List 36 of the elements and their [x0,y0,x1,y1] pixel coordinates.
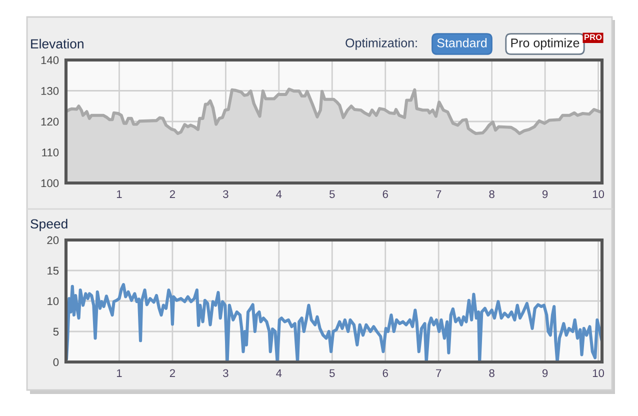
x-tick-label: 7 [436,369,442,377]
x-tick-label: 6 [382,369,388,378]
x-tick-label: 6 [382,190,388,198]
x-tick-label: 1 [116,369,122,377]
x-tick-label: 9 [542,369,548,378]
y-tick-label: 110 [42,148,59,156]
x-tick-label: 5 [329,369,335,378]
y-tick-label: 130 [41,87,59,95]
y-tick-label: 20 [47,236,59,244]
y-tick-label: 120 [41,118,59,126]
text: Standard [437,38,487,48]
y-tick-label: 100 [41,179,59,188]
x-tick-label: 4 [276,190,282,198]
x-tick-label: 9 [542,190,548,198]
chart-title: Speed [30,218,68,232]
x-tick-label: 10 [592,369,604,378]
x-tick-label: 8 [489,190,494,198]
y-tick-label: 140 [41,56,59,64]
chart-title: Elevation [31,38,84,49]
y-tick-label: 10 [48,297,59,306]
y-tick-label: 5 [53,328,59,336]
text: PRO [584,34,602,40]
x-tick-label: 1 [116,190,122,198]
x-tick-label: 3 [223,190,228,198]
text: Pro optimize [511,38,580,50]
x-tick-label: 3 [223,369,228,378]
y-tick-label: 15 [48,266,59,275]
x-tick-label: 10 [592,190,604,198]
x-tick-label: 7 [436,190,442,198]
x-tick-label: 2 [170,369,175,377]
x-tick-label: 2 [170,190,175,198]
text: Optimization: [346,38,417,50]
y-tick-label: 0 [53,358,59,366]
x-tick-label: 5 [329,190,335,198]
x-tick-label: 4 [276,369,282,377]
x-tick-label: 8 [489,369,494,378]
